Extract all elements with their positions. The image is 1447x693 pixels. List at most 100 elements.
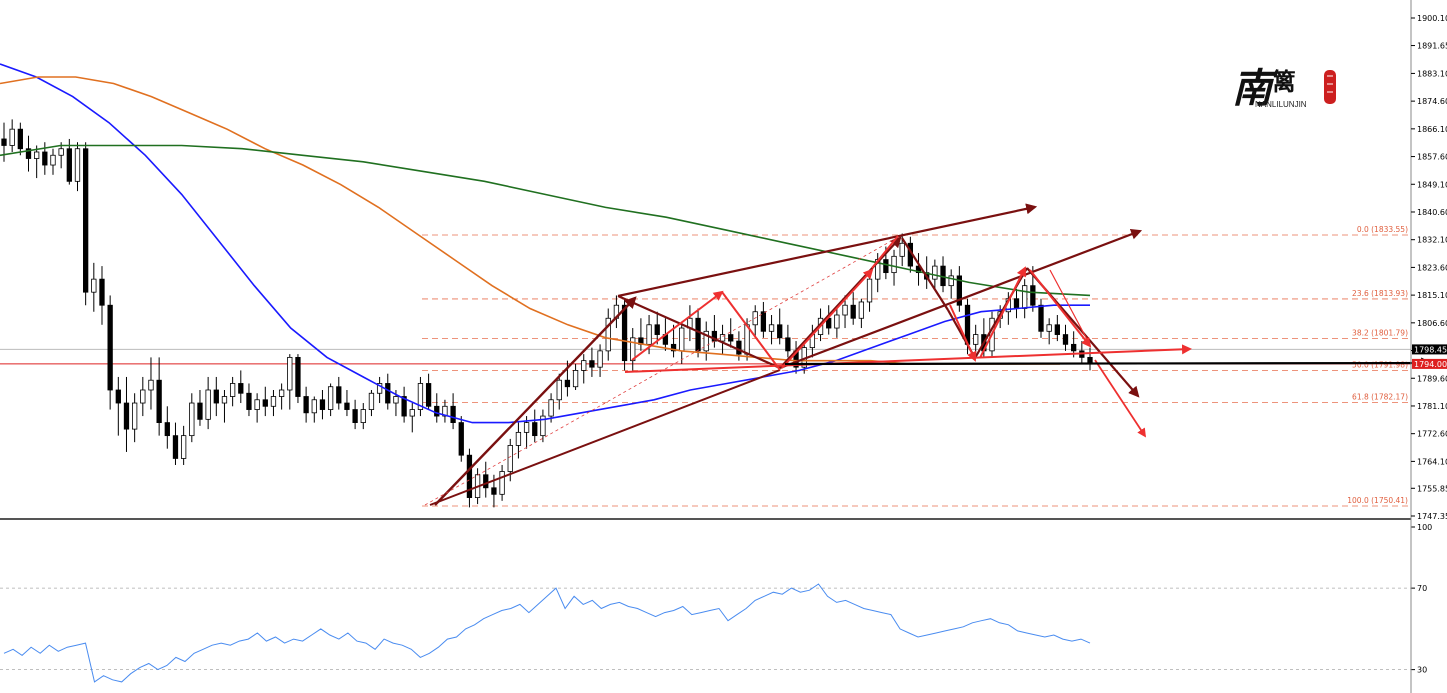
candle-body bbox=[850, 304, 856, 319]
candle-body bbox=[148, 379, 154, 391]
candle-body bbox=[205, 389, 211, 420]
oscillator-panel: 100 70 30 bbox=[0, 518, 1432, 683]
candle-body bbox=[597, 350, 603, 368]
candle-body bbox=[238, 383, 244, 394]
candle-body bbox=[229, 383, 236, 397]
candle-body bbox=[360, 409, 366, 423]
candle-body bbox=[1030, 285, 1036, 306]
main-price-panel: 0.0 (1833.55) 23.6 (1813.93) 38.2 (1801.79… bbox=[0, 63, 1433, 508]
candle-body bbox=[1054, 324, 1060, 335]
trend-leg-down-2 bbox=[901, 237, 949, 311]
candle-body bbox=[393, 396, 399, 404]
candle-body bbox=[973, 334, 979, 345]
candle-body bbox=[532, 422, 538, 437]
candle-body bbox=[327, 386, 334, 410]
channel-top-arrow bbox=[617, 203, 1038, 298]
y-tick-label: 1866.10 bbox=[1417, 125, 1447, 134]
candle-body bbox=[115, 389, 121, 404]
candle-body bbox=[581, 360, 587, 371]
y-tick-label: 1747.35 bbox=[1417, 512, 1447, 521]
candle-body bbox=[736, 340, 742, 355]
candle-body bbox=[25, 148, 32, 159]
candle-body bbox=[654, 324, 660, 335]
osc-line bbox=[3, 583, 1091, 683]
candle-body bbox=[499, 471, 505, 495]
candle-body bbox=[385, 383, 391, 404]
y-tick-label: 1755.85 bbox=[1417, 484, 1447, 493]
y-tick-label: 1849.10 bbox=[1417, 180, 1447, 189]
candle-body bbox=[858, 301, 865, 319]
candle-body bbox=[287, 356, 293, 391]
logo-seal-icon: 南 篱 bbox=[1232, 65, 1336, 112]
red-leg-up bbox=[631, 290, 724, 361]
price-tag-label: 1794.00 bbox=[1414, 360, 1447, 369]
candle-body bbox=[695, 317, 701, 352]
red-leg-up-4 bbox=[979, 266, 1026, 359]
y-tick-label: 1772.60 bbox=[1417, 430, 1447, 439]
red-leg-down bbox=[721, 291, 781, 371]
support-arrow bbox=[784, 357, 1433, 369]
candle-body bbox=[760, 311, 767, 332]
candle-body bbox=[9, 128, 15, 146]
trend-arrow-up bbox=[434, 296, 637, 506]
candle-body bbox=[703, 330, 709, 352]
candle-body bbox=[34, 151, 40, 159]
candle-body bbox=[401, 396, 407, 417]
candle-body bbox=[409, 409, 415, 417]
y-tick-label: 1840.60 bbox=[1417, 208, 1447, 217]
candle-body bbox=[1013, 298, 1020, 309]
candle-body bbox=[172, 435, 179, 459]
candle-body bbox=[523, 422, 530, 433]
candle-body bbox=[58, 148, 64, 156]
candle-body bbox=[932, 265, 938, 280]
ma-blue bbox=[0, 63, 1090, 424]
candle-body bbox=[777, 324, 783, 339]
candle-body bbox=[107, 304, 113, 391]
candle-body bbox=[891, 255, 897, 274]
candle-body bbox=[956, 275, 962, 306]
candle-body bbox=[483, 474, 489, 489]
candle-body bbox=[197, 402, 203, 420]
candle-body bbox=[50, 154, 56, 166]
candle-body bbox=[1022, 285, 1028, 309]
candle-body bbox=[834, 314, 840, 329]
trendline-support bbox=[429, 369, 781, 506]
red-target-arrow bbox=[1094, 359, 1146, 438]
candle-body bbox=[189, 402, 195, 437]
candle-body bbox=[123, 402, 130, 430]
y-tick-label: 1874.60 bbox=[1417, 97, 1447, 106]
candle-body bbox=[948, 275, 954, 287]
candle-body bbox=[450, 405, 456, 423]
osc-tick-label: 100 bbox=[1417, 523, 1432, 532]
candle-body bbox=[74, 148, 81, 182]
fib-level-label: 61.8 (1782.17) bbox=[1352, 392, 1408, 401]
candle-body bbox=[842, 304, 848, 316]
candle-body bbox=[515, 431, 522, 446]
candle-body bbox=[376, 383, 383, 394]
candle-body bbox=[262, 399, 268, 407]
candle-body bbox=[540, 415, 546, 437]
fib-anchor-dashed bbox=[424, 235, 901, 506]
fib-level-label: 50.0 (1791.98) bbox=[1352, 360, 1408, 369]
price-tag bbox=[1412, 358, 1447, 369]
candle-body bbox=[556, 379, 562, 401]
price-axis: 1900.10 1891.65 1883.10 1874.60 1866.10 1857.… bbox=[1410, 0, 1447, 693]
candle-body bbox=[246, 392, 252, 410]
candle-body bbox=[311, 399, 317, 414]
candle-body bbox=[548, 399, 554, 417]
candle-body bbox=[466, 454, 473, 498]
candle-body bbox=[303, 396, 309, 414]
candle-body bbox=[156, 379, 162, 423]
candle-body bbox=[1071, 343, 1077, 352]
channel-mid-arrow bbox=[779, 228, 1143, 370]
candle-body bbox=[17, 128, 23, 150]
svg-text:篱: 篱 bbox=[1272, 67, 1296, 96]
candle-body bbox=[507, 445, 513, 472]
candle-body bbox=[254, 399, 260, 410]
y-tick-label: 1789.60 bbox=[1417, 374, 1447, 383]
candle-body bbox=[221, 396, 228, 404]
logo-subtitle: NANLILUNJIN bbox=[1255, 100, 1307, 109]
candle-body bbox=[352, 409, 358, 423]
red-leg-down-2 bbox=[949, 304, 977, 362]
neckline-arrow bbox=[624, 344, 1192, 373]
